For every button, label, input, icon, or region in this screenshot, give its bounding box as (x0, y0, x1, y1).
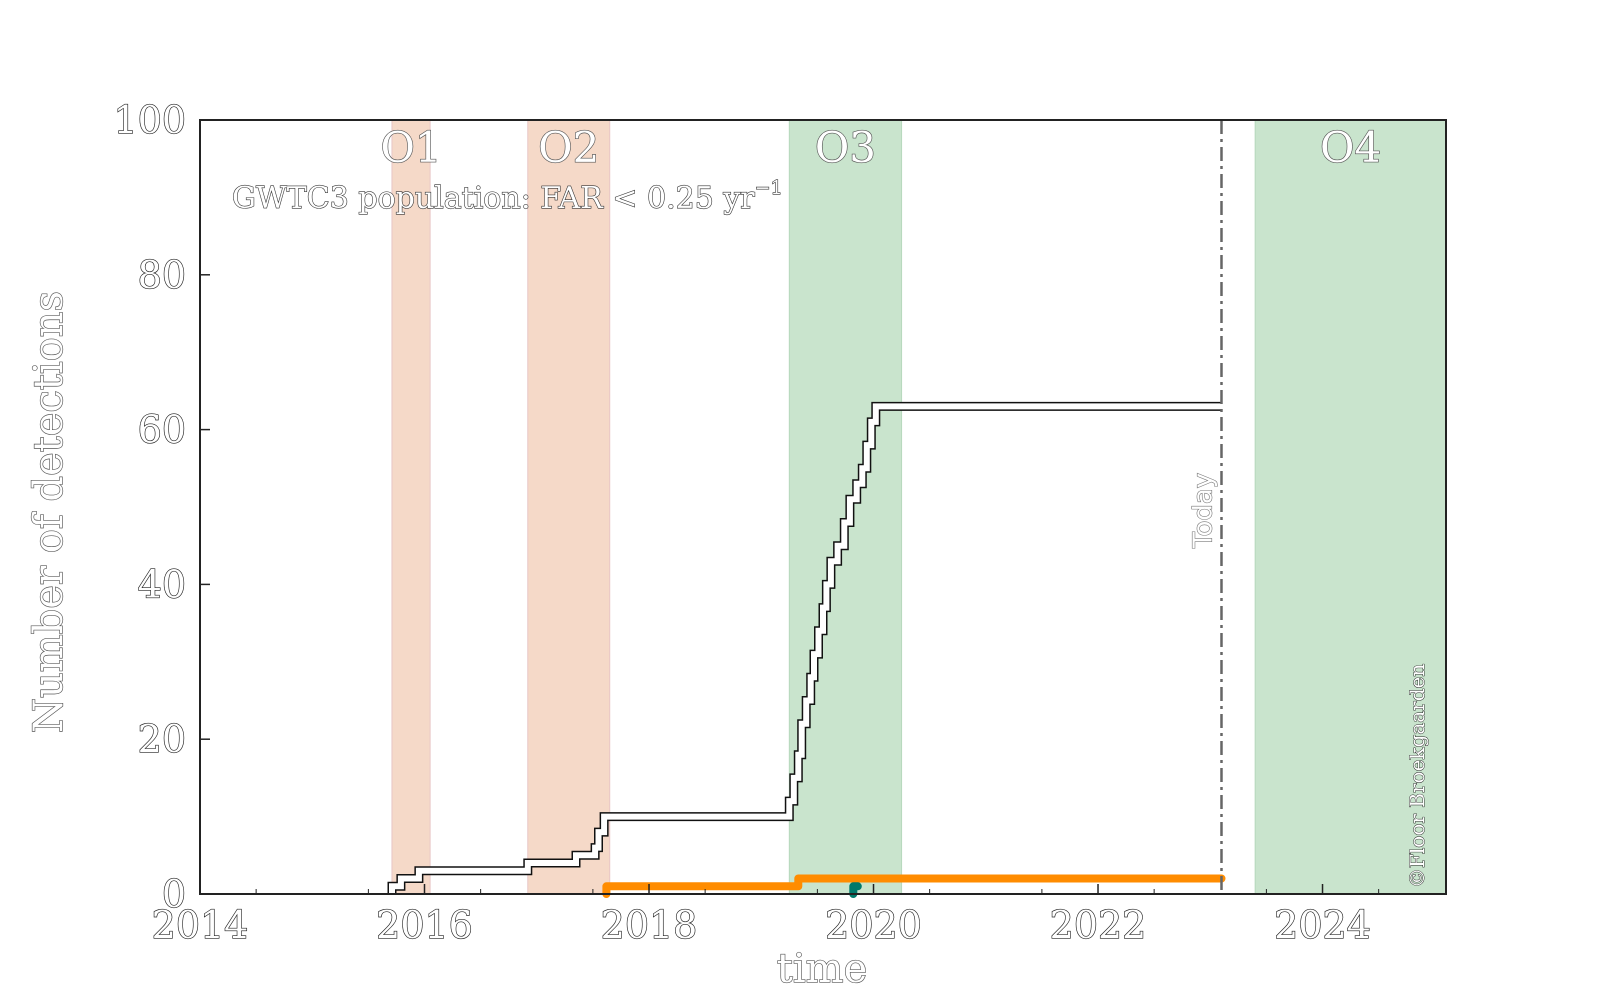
y-tick-label: 0 (162, 872, 186, 916)
x-tick-label: 2016 (376, 903, 473, 947)
series-layer (387, 401, 1226, 898)
series-0-line (389, 403, 1222, 894)
y-axis-title: Number of detections (26, 291, 72, 733)
y-tick-label: 20 (138, 717, 186, 761)
observing-run-label-o1: O1 (380, 123, 441, 172)
x-tick-label: 2024 (1274, 903, 1371, 947)
x-tick-label: 2022 (1050, 903, 1147, 947)
x-tick-label: 2014 (152, 903, 249, 947)
x-tick-label: 2018 (601, 903, 698, 947)
y-tick-label: 80 (138, 253, 186, 297)
observing-run-band-o2 (527, 119, 611, 895)
y-tick-label: 40 (138, 562, 186, 606)
observing-run-label-o3: O3 (815, 123, 876, 172)
axis-tick-labels: 2014 2016 2018 2020 2022 2024 0 20 40 60 80 100 (113, 97, 1372, 947)
credit-label: ©Floor Broekgaarden (1405, 664, 1429, 888)
observing-run-label-o2: O2 (538, 123, 599, 172)
y-tick-label: 60 (138, 408, 186, 452)
observing-run-band-o4 (1254, 119, 1447, 895)
population-annotation: GWTC3 population: FAR < 0.25 yr−1 (232, 177, 783, 216)
axis-ticks (199, 119, 1380, 895)
observing-run-band-o1 (391, 119, 431, 895)
observing-run-labels: O1 O2 O3 O4 (380, 122, 1382, 172)
x-tick-label: 2020 (825, 903, 922, 947)
series-1-line (602, 874, 1226, 898)
y-tick-label: 100 (113, 98, 186, 142)
observing-run-label-o4: O4 (1320, 123, 1381, 172)
plot-frame (199, 119, 1447, 895)
today-label: Today (1188, 473, 1218, 549)
observing-run-bands (391, 119, 1447, 895)
x-axis-title: time (777, 946, 867, 992)
series-2-line (849, 882, 862, 898)
